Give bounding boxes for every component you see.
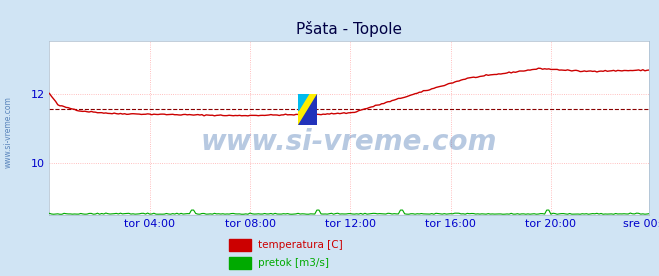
Polygon shape [299,94,309,111]
Text: www.si-vreme.com: www.si-vreme.com [201,128,498,156]
Text: pretok [m3/s]: pretok [m3/s] [258,258,329,268]
Bar [229,239,250,251]
Text: temperatura [C]: temperatura [C] [258,240,343,250]
Text: www.si-vreme.com: www.si-vreme.com [3,97,13,168]
Title: Pšata - Topole: Pšata - Topole [297,22,402,38]
Bar [229,257,250,269]
Polygon shape [299,94,318,125]
